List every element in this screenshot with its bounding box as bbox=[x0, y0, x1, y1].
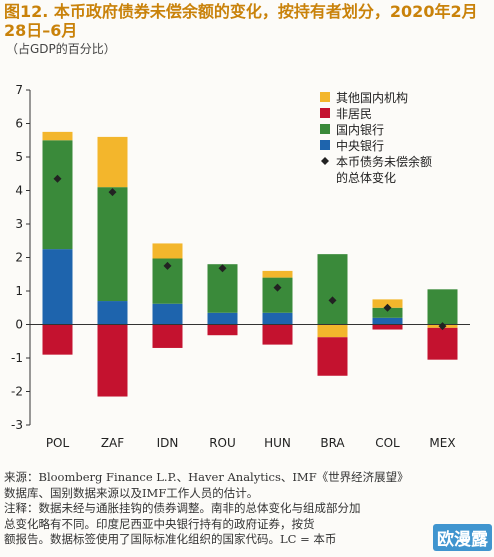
bar-segment bbox=[97, 301, 128, 325]
bar-segment bbox=[152, 324, 183, 348]
y-tick-label: 5 bbox=[15, 150, 23, 164]
total-change-marker bbox=[53, 174, 62, 183]
note-line: 注释：数据未经与通胀挂钩的债券调整。南非的总体变化与组成部分加 bbox=[4, 501, 361, 515]
bar-segment bbox=[262, 270, 293, 278]
x-tick-label: IDN bbox=[157, 436, 179, 450]
bar-segment bbox=[262, 312, 293, 325]
bar-segment bbox=[317, 324, 348, 338]
x-tick-label: BRA bbox=[320, 436, 345, 450]
bar-segment bbox=[372, 324, 403, 330]
bar-segment bbox=[97, 136, 128, 188]
chart-subtitle: （占GDP的百分比） bbox=[6, 42, 116, 56]
bar-segment bbox=[42, 131, 73, 141]
legend-label: 的总体变化 bbox=[336, 170, 396, 185]
note-line: 总变化略有不同。印度尼西亚中央银行持有的政府证券，按货 bbox=[4, 516, 315, 531]
total-change-marker bbox=[218, 264, 227, 273]
y-tick-label: 4 bbox=[15, 184, 23, 198]
legend-swatch bbox=[320, 140, 330, 150]
total-change-marker bbox=[438, 322, 447, 331]
legend-swatch bbox=[320, 108, 330, 118]
x-tick-label: ROU bbox=[209, 436, 236, 450]
bar-segment bbox=[42, 140, 73, 250]
x-tick-label: COL bbox=[375, 436, 400, 450]
y-tick-label: 0 bbox=[15, 318, 23, 332]
bar-segment bbox=[97, 187, 128, 302]
source-line: 数据库、国别数据来源以及IMF工作人员的估计。 bbox=[4, 485, 259, 500]
bar-segment bbox=[207, 312, 238, 325]
bar-segment bbox=[262, 324, 293, 345]
legend-label: 其他国内机构 bbox=[336, 90, 408, 105]
x-tick-label: MEX bbox=[429, 436, 455, 450]
footnotes: 来源：Bloomberg Finance L.P.、Haver Analytic… bbox=[4, 470, 490, 548]
total-change-marker bbox=[328, 296, 337, 305]
legend-label: 本币债务未偿余额 bbox=[336, 154, 432, 169]
bar-segment bbox=[207, 324, 238, 336]
bar-segment bbox=[427, 327, 458, 360]
bar-segment bbox=[317, 337, 348, 376]
bar-segment bbox=[372, 299, 403, 308]
bar-segment bbox=[42, 324, 73, 355]
y-tick-label: 6 bbox=[15, 117, 23, 131]
bar-segment bbox=[372, 317, 403, 325]
chart-title: 图12. 本币政府债券未偿余额的变化，按持有者划分，2020年2月28日–6月 bbox=[4, 2, 478, 40]
legend-label: 非居民 bbox=[336, 107, 372, 121]
bar-segment bbox=[317, 254, 348, 325]
bar-segment bbox=[207, 264, 238, 313]
bar-segment bbox=[262, 277, 293, 313]
y-tick-label: 3 bbox=[15, 217, 23, 231]
bar-chart: -3 -2 -1 0 1 2 3 4 5 6 7 POL ZAF IDN ROU HUN BRA COL MEX 其他… bbox=[11, 83, 470, 450]
bar-segment bbox=[152, 243, 183, 259]
legend-swatch bbox=[320, 124, 330, 134]
legend-swatch bbox=[321, 157, 329, 165]
bar-segment bbox=[42, 249, 73, 325]
legend-swatch bbox=[320, 92, 330, 102]
watermark-logo: 欧漫露 bbox=[433, 524, 492, 551]
x-tick-label: POL bbox=[46, 436, 70, 450]
bar-segment bbox=[152, 303, 183, 325]
total-change-marker bbox=[273, 283, 282, 292]
legend-label: 中央银行 bbox=[336, 138, 384, 153]
note-line: 额报告。数据标签使用了国际标准化组织的国家代码。LC = 本币 bbox=[4, 532, 337, 546]
source-line: 来源：Bloomberg Finance L.P.、Haver Analytic… bbox=[4, 470, 409, 484]
x-tick-label: ZAF bbox=[101, 436, 124, 450]
total-change-marker bbox=[108, 188, 117, 197]
y-tick-label: -1 bbox=[11, 351, 23, 365]
y-tick-label: 7 bbox=[15, 83, 23, 97]
bar-segment bbox=[372, 307, 403, 318]
total-change-marker bbox=[163, 261, 172, 270]
y-tick-label: -2 bbox=[11, 385, 23, 399]
total-change-marker bbox=[383, 303, 392, 312]
legend-label: 国内银行 bbox=[336, 123, 384, 137]
x-tick-label: HUN bbox=[264, 436, 291, 450]
y-tick-label: 2 bbox=[15, 251, 23, 265]
y-tick-label: -3 bbox=[11, 418, 23, 432]
y-tick-label: 1 bbox=[15, 284, 23, 298]
bar-segment bbox=[97, 324, 128, 397]
bar-segment bbox=[427, 289, 458, 325]
